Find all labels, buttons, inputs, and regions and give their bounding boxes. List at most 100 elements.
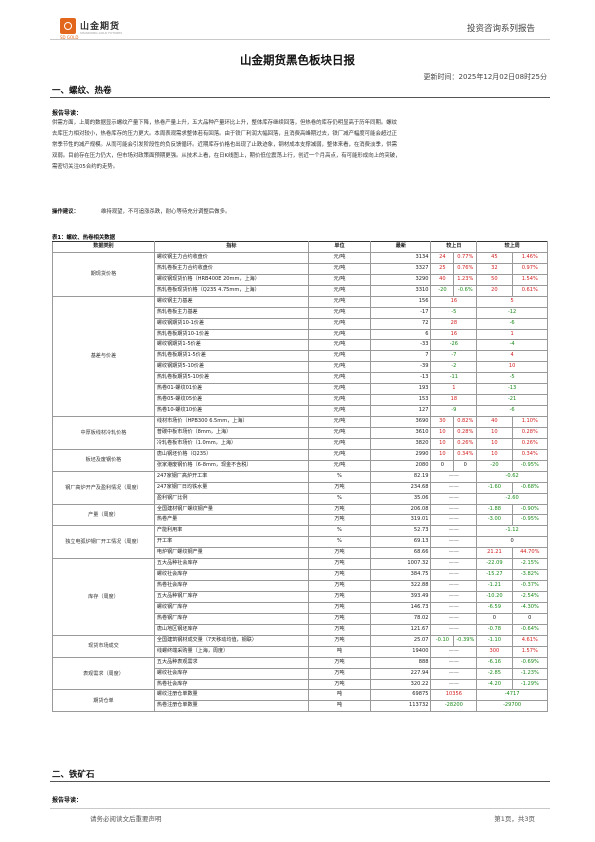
table-row: 螺纹社会库存 万吨 227.94 —— -2.85 -1.23% [53, 667, 549, 680]
week-change-pct-cell: -2.54% [511, 591, 549, 603]
day-change-pct-cell: -0.6% [453, 284, 478, 297]
week-change-pct-cell: -1.23% [511, 667, 549, 680]
indicator-cell: 唐山钢坯价格（Q235） [153, 448, 309, 461]
week-change-cell: -4717 [476, 689, 548, 702]
indicator-cell: 冷轧卷板市场价（1.0mm，上海） [153, 437, 309, 450]
week-change-pct-cell: 0.26% [511, 437, 549, 450]
day-change-cell: 30 [430, 416, 455, 428]
latest-cell: -33 [370, 339, 432, 352]
indicator-cell: 热轧卷板主力合约收盘价 [153, 262, 309, 275]
latest-cell: 3290 [370, 273, 432, 286]
unit-cell: 元/吨 [307, 273, 372, 286]
category-cell: 产量（周度） [52, 503, 155, 527]
latest-cell: 3310 [370, 284, 432, 297]
indicator-cell: 热卷05-螺纹05价差 [153, 394, 309, 407]
day-change-cell: 10 [430, 426, 455, 439]
logo-subtext: SHANDONG GOLD FUTURES [80, 31, 123, 35]
unit-cell: % [307, 492, 372, 505]
table-row: 热卷05-螺纹05价差 元/吨 153 18 -21 [53, 394, 548, 407]
unit-cell: 吨 [307, 700, 372, 713]
latest-cell: 193 [370, 383, 432, 396]
header-divider [50, 39, 550, 40]
day-change-cell: 40 [430, 273, 455, 286]
week-change-cell: -1.12 [476, 525, 548, 538]
category-cell: 库存（周度） [52, 558, 155, 636]
latest-cell: 206.08 [370, 503, 432, 516]
indicator-cell: 五大品种表观需求 [153, 656, 309, 669]
indicator-cell: 螺纹钢现货价格（HRB400E 20mm，上海） [153, 273, 309, 286]
logo-text: 山金期货 [80, 22, 121, 32]
category-cell: 表观需求（周度） [52, 656, 155, 691]
week-change-cell: -20 [476, 459, 513, 472]
page-title: 山金期货黑色板块日报 [240, 53, 355, 67]
indicator-cell: 热轧卷板期货1-5价差 [153, 350, 309, 363]
section-divider [50, 781, 550, 782]
latest-cell: 69.13 [370, 536, 432, 549]
week-change-pct-cell: 1.10% [511, 416, 549, 428]
day-change-cell: —— [430, 591, 478, 603]
week-change-pct-cell: 0.97% [511, 262, 549, 275]
week-change-pct-cell: 1.57% [511, 645, 549, 658]
unit-cell: 元/吨 [307, 416, 372, 428]
company-logo: 山金期货 SHANDONG GOLD FUTURES SD GOLD [60, 18, 142, 42]
unit-cell: 万吨 [307, 667, 372, 680]
category-cell: 独立电弧炉钢厂开工情况（周度） [52, 525, 155, 560]
week-change-pct-cell: -1.29% [511, 678, 549, 691]
unit-cell: 元/吨 [307, 394, 372, 407]
unit-cell: 万吨 [307, 547, 372, 560]
week-change-cell: -4.20 [476, 678, 513, 691]
day-change-cell: —— [430, 503, 478, 516]
indicator-cell: 普碳中板市场价（8mm，上海） [153, 426, 309, 439]
unit-cell: 万吨 [307, 601, 372, 614]
update-time: 更新时间：2025年12月02日08时25分 [424, 72, 547, 82]
logo-mark-icon [60, 18, 76, 34]
table-row: 热轧卷板主力基差 元/吨 -17 -5 -12 [53, 306, 548, 319]
day-change-cell: —— [430, 580, 478, 592]
indicator-cell: 螺纹钢期货10-1价差 [153, 317, 309, 330]
latest-cell: 319.01 [370, 514, 432, 527]
day-change-cell: —— [430, 645, 478, 658]
day-change-pct-cell: 0.28% [453, 426, 478, 439]
latest-cell: 7 [370, 350, 432, 363]
unit-cell: 元/吨 [307, 437, 372, 450]
table-row: 板坯及废钢价格 唐山钢坯价格（Q235） 元/吨 2990 10 0.34% 10 0.34% [52, 448, 549, 472]
week-change-cell: -6 [476, 405, 548, 417]
day-change-pct-cell: 0.82% [453, 416, 478, 428]
latest-cell: 127 [370, 405, 432, 417]
unit-cell: 元/吨 [307, 328, 372, 341]
week-change-cell: -29700 [476, 700, 548, 713]
day-change-cell: -2 [430, 361, 478, 374]
week-change-pct-cell: 0.28% [511, 426, 549, 439]
table-row: 现货市场成交 全国建筑钢材成交量（7天移动均值，钢联） 万吨 25.07 -0.10 -0… [52, 634, 549, 658]
unit-cell: % [307, 470, 372, 483]
week-change-pct-cell: -0.95% [511, 459, 549, 472]
day-change-cell: -20 [430, 284, 455, 297]
latest-cell: 888 [370, 656, 432, 669]
week-change-cell: -4 [476, 339, 548, 352]
op-label: 操作建议： [52, 209, 79, 215]
unit-cell: 元/吨 [307, 350, 372, 363]
indicator-cell: 热卷10-螺纹10价差 [153, 405, 309, 417]
latest-cell: 153 [370, 394, 432, 407]
guide-line: 常季节性的减产规模。从而可能会引发阶段性的负反馈循环。近期库存价格也出现了止跌迹… [52, 142, 398, 148]
unit-cell: 万吨 [307, 503, 372, 516]
unit-cell: 元/吨 [307, 306, 372, 319]
table-row: 热轧卷板期货1-5价差 元/吨 7 -7 4 [53, 350, 548, 363]
category-cell: 期货仓单 [52, 689, 155, 713]
latest-cell: 72 [370, 317, 432, 330]
indicator-cell: 螺纹钢主力基差 [153, 295, 309, 308]
table-row: 螺纹钢现货价格（HRB400E 20mm，上海） 元/吨 3290 40 1.23% 50… [53, 273, 549, 286]
week-change-cell: -0.62 [476, 470, 548, 483]
table-row: 247家钢厂日均铁水量 万吨 234.68 —— -1.60 -0.68% [53, 481, 549, 494]
indicator-cell: 螺纹钢期货5-10价差 [153, 361, 309, 374]
indicator-cell: 螺纹钢期货1-5价差 [153, 339, 309, 352]
indicator-cell: 产能利用率 [153, 525, 309, 538]
day-change-cell: —— [430, 558, 478, 571]
unit-cell: 元/吨 [307, 251, 372, 264]
day-change-cell: —— [430, 656, 478, 669]
day-change-pct-cell: 0.77% [453, 251, 478, 264]
week-change-pct-cell: 0 [511, 612, 549, 625]
week-change-cell: -10.20 [476, 591, 513, 603]
latest-cell: 234.68 [370, 481, 432, 494]
guide-label: 报告导读： [52, 110, 83, 117]
